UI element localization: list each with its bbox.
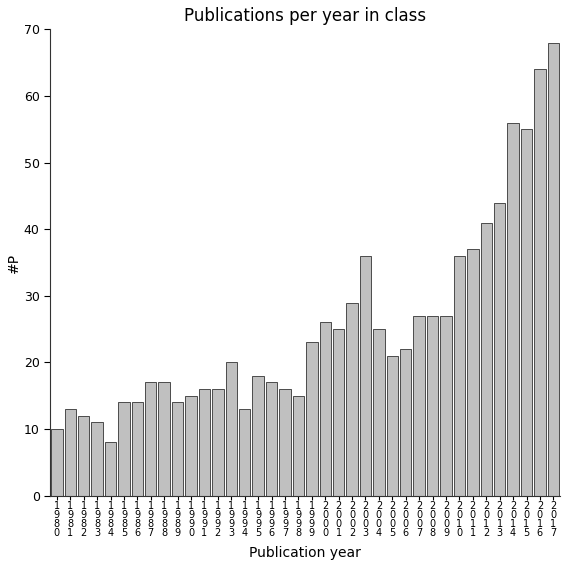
Bar [454, 256, 465, 496]
Bar [105, 442, 116, 496]
Bar [280, 389, 291, 496]
Bar [226, 362, 237, 496]
Bar [441, 316, 452, 496]
Bar [91, 422, 103, 496]
Bar [51, 429, 62, 496]
Bar [400, 349, 412, 496]
Bar [467, 249, 479, 496]
Bar [494, 202, 505, 496]
Bar [239, 409, 251, 496]
Bar [387, 356, 398, 496]
Bar [185, 396, 197, 496]
Bar [346, 303, 358, 496]
Bar [252, 376, 264, 496]
Y-axis label: #P: #P [7, 252, 21, 273]
Bar [65, 409, 76, 496]
X-axis label: Publication year: Publication year [249, 546, 361, 560]
Bar [427, 316, 438, 496]
Bar [119, 403, 130, 496]
Bar [413, 316, 425, 496]
Bar [145, 383, 156, 496]
Bar [320, 323, 331, 496]
Bar [360, 256, 371, 496]
Bar [306, 342, 318, 496]
Title: Publications per year in class: Publications per year in class [184, 7, 426, 25]
Bar [293, 396, 304, 496]
Bar [212, 389, 223, 496]
Bar [507, 122, 519, 496]
Bar [521, 129, 532, 496]
Bar [199, 389, 210, 496]
Bar [373, 329, 384, 496]
Bar [172, 403, 183, 496]
Bar [548, 43, 559, 496]
Bar [481, 222, 492, 496]
Bar [159, 383, 170, 496]
Bar [333, 329, 344, 496]
Bar [78, 416, 90, 496]
Bar [534, 69, 545, 496]
Bar [266, 383, 277, 496]
Bar [132, 403, 143, 496]
